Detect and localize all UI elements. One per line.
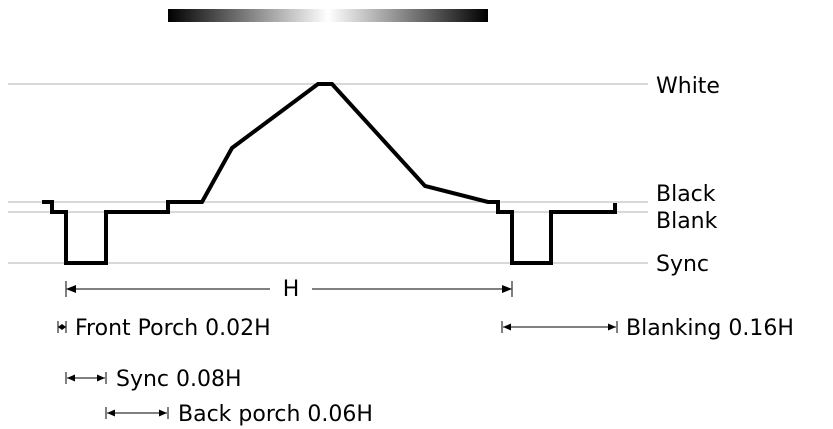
sync-interval-label: Sync 0.08H	[116, 367, 242, 392]
grayscale-gradient-bar	[168, 9, 488, 22]
back-porch-dimension	[105, 407, 169, 419]
blank-level-label: Blank	[656, 209, 718, 234]
sync-level-label: Sync	[656, 252, 709, 277]
blanking-dimension	[501, 321, 618, 333]
front-porch-dimension	[57, 321, 67, 333]
white-level-label: White	[656, 74, 720, 99]
sync-interval-dimension	[65, 372, 107, 384]
front-porch-label: Front Porch 0.02H	[75, 316, 271, 341]
line-period-label: H	[283, 277, 300, 302]
video-waveform	[42, 82, 617, 265]
blanking-label: Blanking 0.16H	[626, 316, 794, 341]
black-level-label: Black	[656, 182, 716, 207]
back-porch-label: Back porch 0.06H	[178, 402, 373, 427]
